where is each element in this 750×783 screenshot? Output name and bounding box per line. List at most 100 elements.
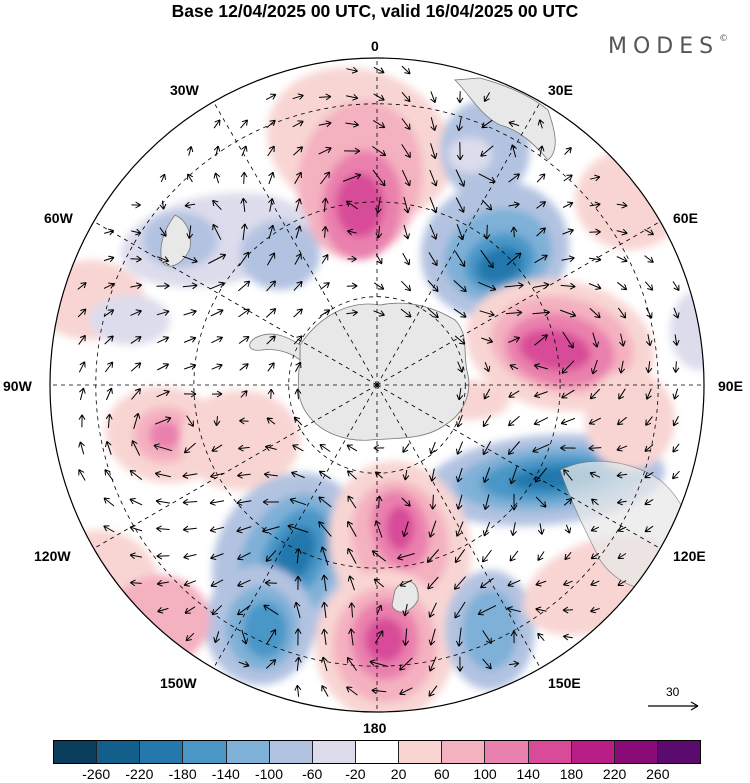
wind-vector [182, 255, 198, 264]
wind-vector [346, 686, 358, 696]
wind-vector [673, 307, 680, 319]
meridian-line [376, 221, 661, 386]
wind-vector [241, 629, 249, 645]
wind-vector [321, 574, 328, 592]
wind-vector [295, 198, 302, 212]
colorbar-tick-label: 60 [434, 766, 450, 782]
wind-vector [505, 309, 523, 317]
wind-vector [477, 605, 497, 616]
wind-vector [535, 496, 547, 508]
wind-vector [533, 363, 548, 370]
wind-vector [238, 661, 250, 668]
wind-vector [267, 362, 275, 372]
wind-vector [533, 391, 548, 398]
africa-tip [454, 77, 556, 161]
wind-vector [589, 228, 601, 236]
antarctica [297, 302, 470, 441]
wind-vector [534, 254, 548, 264]
wind-vector [131, 201, 141, 209]
wind-vector [103, 255, 115, 263]
wind-vector [186, 225, 194, 239]
wind-vector [563, 174, 573, 182]
wind-vector [453, 308, 467, 318]
wind-vector [617, 525, 627, 533]
wind-vector [187, 173, 194, 183]
wind-vector [672, 361, 680, 373]
wind-vector [430, 91, 437, 103]
wind-vector [294, 575, 302, 590]
wind-vector [211, 336, 224, 344]
wind-vector [240, 390, 248, 398]
wind-vector [104, 228, 115, 236]
wind-vector [403, 196, 411, 214]
wind-vector [265, 550, 277, 562]
wind-vector [263, 471, 278, 479]
wind-vector [455, 467, 463, 483]
wind-vector [264, 579, 277, 587]
wind-vector [320, 546, 329, 566]
wind-vector [482, 630, 492, 645]
wind-vector [510, 630, 518, 644]
wind-vector [616, 201, 628, 209]
wind-vector [429, 224, 438, 240]
wind-vector [210, 309, 224, 317]
wind-vector [402, 469, 410, 481]
copyright-mark: © [719, 34, 729, 44]
wind-vector [644, 228, 655, 236]
wind-vector [348, 628, 355, 646]
wind-vector [131, 440, 141, 456]
wind-vector [483, 92, 491, 103]
wind-vector [482, 549, 492, 563]
wind-vector [672, 388, 680, 400]
wind-vector [183, 336, 197, 343]
wind-vector [156, 282, 170, 290]
wind-vector [535, 606, 547, 614]
wind-vector [265, 308, 277, 318]
lon-label-150e: 150E [548, 675, 581, 691]
anomaly-contour [670, 290, 704, 370]
wind-vector [645, 416, 653, 426]
wind-vector [589, 388, 601, 400]
wind-vector [617, 580, 627, 586]
colorbar-tick-label: -260 [82, 766, 111, 782]
anomaly-contour [585, 370, 675, 470]
wind-vector [262, 498, 279, 506]
wind-vector [153, 443, 173, 452]
colorbar-tick-label: -60 [302, 766, 323, 782]
wind-vector [129, 552, 142, 560]
brand-name: MODES [608, 34, 720, 59]
wind-vector [346, 656, 358, 671]
wind-vector [590, 525, 600, 532]
wind-vector [266, 335, 276, 345]
wind-vector [156, 389, 170, 398]
wind-vector [238, 308, 250, 318]
wind-vector [509, 660, 520, 668]
lon-label-120w: 120W [34, 548, 71, 564]
colorbar-tick-label: 260 [646, 766, 670, 782]
wind-vector [508, 336, 521, 343]
wind-vector [264, 444, 277, 452]
wind-vector [427, 576, 439, 590]
wind-vector [373, 93, 385, 101]
wind-vector [592, 332, 600, 348]
wind-vector [589, 471, 601, 478]
wind-vector [429, 169, 438, 187]
wind-vector [534, 334, 548, 346]
wind-vector [103, 282, 115, 289]
wind-vector [672, 415, 679, 427]
wind-vector [133, 412, 141, 429]
wind-vector [616, 256, 628, 263]
wind-vector [241, 145, 248, 157]
wind-vector [157, 336, 170, 344]
wind-vector [456, 441, 464, 455]
wind-vector [589, 201, 601, 209]
meridian-line [376, 384, 661, 549]
wind-vector [428, 602, 437, 618]
wind-vector [456, 142, 464, 161]
map-boundary [49, 57, 705, 713]
wind-vector [294, 548, 302, 564]
colorbar-swatch [140, 741, 184, 763]
wind-vector [537, 119, 545, 129]
colorbar-swatch [97, 741, 141, 763]
colorbar-tick-label: -100 [254, 766, 284, 782]
